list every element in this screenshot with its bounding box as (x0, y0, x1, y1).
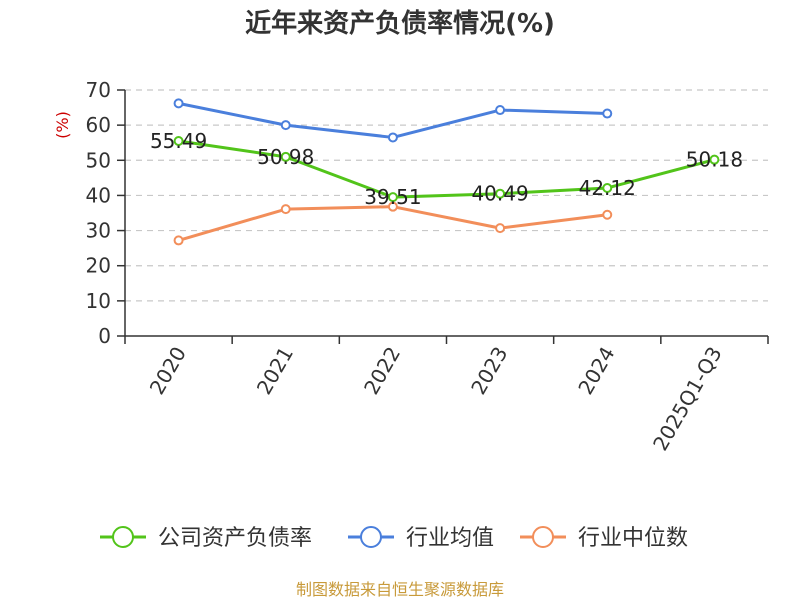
legend-marker-icon (532, 526, 554, 548)
y-tick-label: 40 (86, 183, 111, 207)
chart-title: 近年来资产负债率情况(%) (245, 8, 555, 39)
series-line-0 (178, 139, 715, 199)
data-point[interactable] (602, 182, 613, 193)
data-point[interactable] (495, 188, 506, 199)
legend[interactable]: 公司资产负债率 行业均值 行业中位数 (100, 526, 688, 551)
legend-item[interactable]: 行业中位数 (520, 526, 688, 551)
series-line-1 (178, 101, 608, 139)
legend-item[interactable]: 公司资产负债率 (100, 526, 312, 551)
data-label: 55.49 (150, 129, 207, 153)
y-tick-label: 60 (86, 113, 111, 137)
data-point[interactable] (280, 204, 291, 215)
data-point[interactable] (173, 235, 184, 246)
legend-marker-icon (360, 526, 382, 548)
data-point[interactable] (280, 120, 291, 131)
y-tick-label: 70 (86, 78, 111, 102)
data-point[interactable] (495, 105, 506, 116)
x-tick-label: 2024 (573, 343, 619, 399)
x-tick-label: 2022 (359, 343, 405, 399)
data-point[interactable] (709, 154, 720, 165)
data-point[interactable] (495, 223, 506, 234)
data-label: 40.49 (471, 182, 528, 206)
x-tick-label: 2021 (252, 343, 298, 399)
y-tick-label: 20 (86, 254, 111, 278)
data-label: 50.18 (686, 148, 743, 172)
data-point[interactable] (173, 98, 184, 109)
data-point[interactable] (602, 209, 613, 220)
series-layer (173, 98, 720, 246)
y-tick-label: 30 (86, 219, 111, 243)
y-tick-label: 0 (98, 324, 111, 348)
data-point[interactable] (387, 192, 398, 203)
legend-item[interactable]: 行业均值 (348, 526, 494, 551)
legend-label: 行业中位数 (578, 526, 688, 551)
x-tick-label: 2020 (145, 343, 191, 399)
series-line-2 (178, 205, 608, 242)
y-axis-label: (%) (53, 111, 72, 139)
data-label: 39.51 (364, 185, 421, 209)
data-point[interactable] (173, 135, 184, 146)
source-note: 制图数据来自恒生聚源数据库 (296, 580, 504, 599)
x-tick-label: 2025Q1-Q3 (648, 343, 727, 455)
y-tick-label: 10 (86, 289, 111, 313)
data-point[interactable] (280, 151, 291, 162)
legend-marker-icon (112, 526, 134, 548)
data-label: 42.12 (579, 176, 636, 200)
data-point[interactable] (387, 201, 398, 212)
legend-label: 公司资产负债率 (158, 526, 312, 551)
data-point[interactable] (602, 108, 613, 119)
y-tick-label: 50 (86, 148, 111, 172)
data-point[interactable] (387, 132, 398, 143)
data-label-layer: 55.49 50.98 39.51 40.49 42.12 50.18 (150, 129, 743, 209)
legend-label: 行业均值 (406, 526, 494, 551)
x-tick-label: 2023 (466, 343, 512, 399)
data-label: 50.98 (257, 145, 314, 169)
